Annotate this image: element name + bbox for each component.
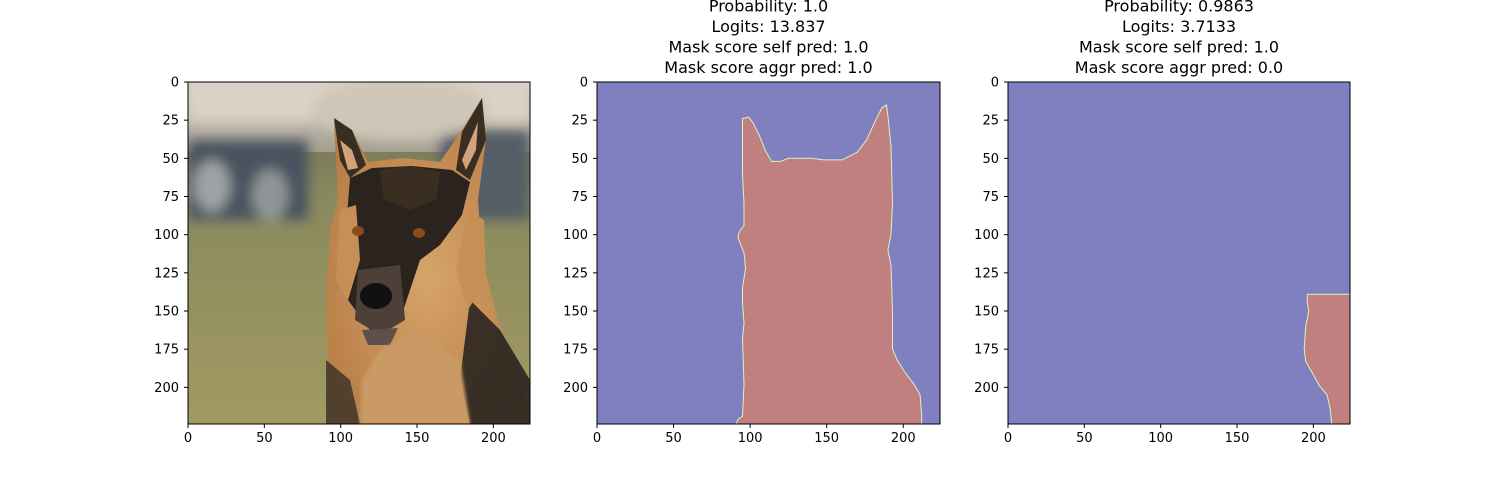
- axes-frame: [187, 81, 531, 425]
- x-tick-label: 150: [814, 431, 839, 446]
- y-tick-label: 100: [563, 228, 588, 243]
- y-tick-label: 175: [974, 343, 999, 358]
- x-tick-label: 100: [1148, 431, 1173, 446]
- x-tick-label: 200: [1301, 431, 1326, 446]
- x-axis: 0 50 100 150 200: [184, 424, 506, 446]
- y-tick-label: 100: [974, 228, 999, 243]
- y-tick-label: 0: [991, 76, 999, 91]
- y-tick-label: 200: [154, 381, 179, 396]
- y-tick-label: 100: [154, 228, 179, 243]
- x-tick-label: 0: [1004, 431, 1012, 446]
- x-tick-label: 50: [256, 431, 273, 446]
- title-line: Probability: 1.0: [709, 0, 828, 16]
- y-tick-label: 25: [162, 114, 179, 129]
- title-line: Logits: 3.7133: [1122, 17, 1236, 36]
- y-tick-label: 75: [162, 190, 179, 205]
- y-tick-label: 125: [974, 266, 999, 281]
- y-tick-label: 75: [982, 190, 999, 205]
- y-tick-label: 150: [974, 305, 999, 320]
- title-line: Mask score aggr pred: 1.0: [664, 58, 872, 77]
- y-tick-label: 175: [154, 343, 179, 358]
- x-tick-label: 150: [1225, 431, 1250, 446]
- title-line: Mask score self pred: 1.0: [1079, 38, 1279, 57]
- y-tick-label: 200: [563, 381, 588, 396]
- y-tick-label: 50: [162, 152, 179, 167]
- title-line: Mask score self pred: 1.0: [668, 38, 868, 57]
- x-tick-label: 50: [665, 431, 682, 446]
- x-tick-label: 100: [738, 431, 763, 446]
- y-tick-label: 175: [563, 343, 588, 358]
- y-axis: 0 25 50 75 100 125 150 175 200: [154, 76, 188, 396]
- x-axis: 0 50 100 150 200: [593, 424, 916, 446]
- dog-photo: [188, 82, 530, 424]
- y-axis: 0 25 50 75 100 125 150 175 200: [563, 76, 597, 396]
- y-tick-label: 0: [171, 76, 179, 91]
- y-tick-label: 125: [563, 266, 588, 281]
- y-tick-label: 0: [580, 76, 588, 91]
- panel-photo: 0 50 100 150 200 0 25 50 75 100 125 150 175 200: [154, 76, 531, 446]
- y-axis: 0 25 50 75 100 125 150 175 200: [974, 76, 1008, 396]
- y-tick-label: 25: [982, 114, 999, 129]
- y-tick-label: 150: [154, 305, 179, 320]
- mask-foreground: [1303, 293, 1350, 424]
- x-axis: 0 50 100 150 200: [1004, 424, 1326, 446]
- axes-frame: [1007, 81, 1351, 425]
- title-line: Mask score aggr pred: 0.0: [1075, 58, 1283, 77]
- x-tick-label: 50: [1076, 431, 1093, 446]
- y-tick-label: 125: [154, 266, 179, 281]
- x-tick-label: 100: [328, 431, 353, 446]
- title-line: Probability: 0.9863: [1104, 0, 1254, 16]
- y-tick-label: 50: [982, 152, 999, 167]
- axes-frame: [596, 81, 941, 425]
- x-tick-label: 200: [481, 431, 506, 446]
- title-line: Logits: 13.837: [711, 17, 825, 36]
- x-tick-label: 150: [405, 431, 430, 446]
- y-tick-label: 25: [571, 114, 588, 129]
- y-tick-label: 75: [571, 190, 588, 205]
- x-tick-label: 0: [184, 431, 192, 446]
- mask-background: [1008, 82, 1350, 424]
- x-tick-label: 0: [593, 431, 601, 446]
- y-tick-label: 50: [571, 152, 588, 167]
- y-tick-label: 150: [563, 305, 588, 320]
- mask-foreground: [735, 104, 923, 424]
- x-tick-label: 200: [891, 431, 916, 446]
- y-tick-label: 200: [974, 381, 999, 396]
